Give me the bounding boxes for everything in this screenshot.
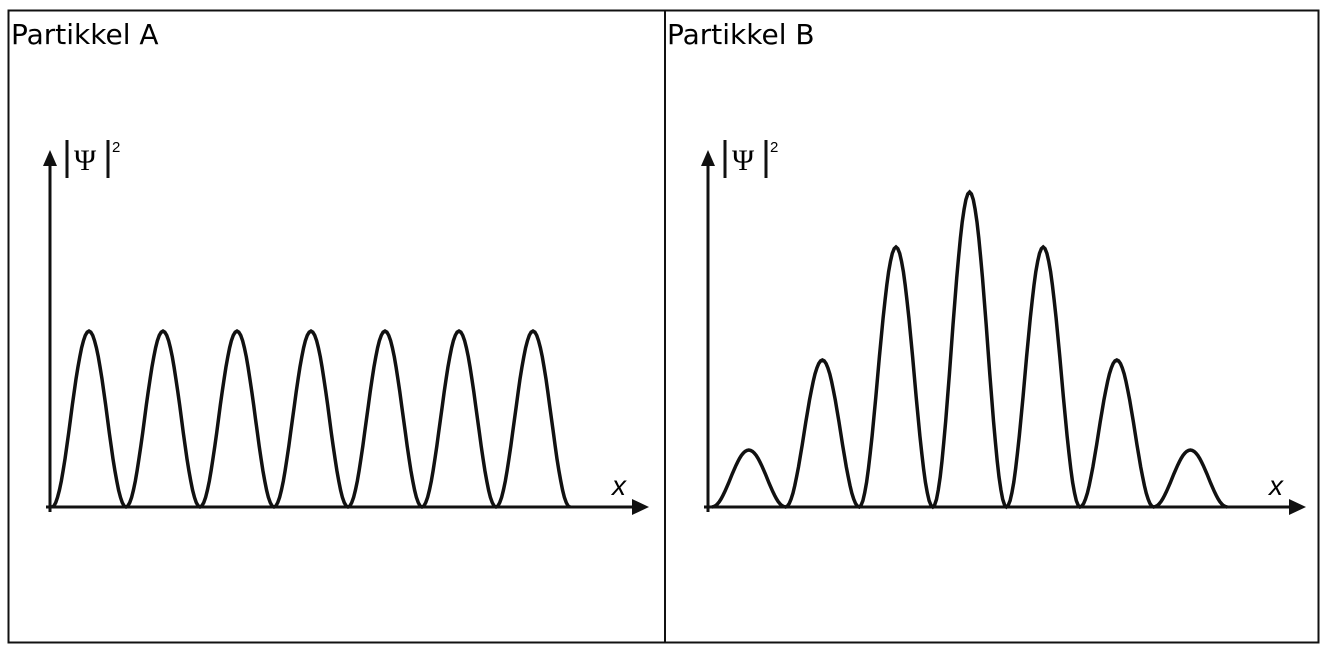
y-label: Ψ bbox=[74, 144, 97, 177]
y-label: Ψ bbox=[732, 144, 755, 177]
y-label-exponent: 2 bbox=[112, 139, 120, 156]
x-arrow bbox=[1289, 499, 1306, 515]
panel-title: Partikkel B bbox=[667, 18, 815, 51]
x-label: x bbox=[610, 470, 627, 501]
y-arrow bbox=[701, 150, 715, 166]
y-arrow bbox=[43, 150, 57, 166]
x-arrow bbox=[632, 499, 649, 515]
probability-curve bbox=[711, 189, 1228, 510]
panel: Partikkel B Ψ 2 x bbox=[667, 18, 1306, 515]
x-label: x bbox=[1267, 470, 1284, 501]
panel: Partikkel A Ψ 2 x bbox=[11, 18, 649, 515]
panel-title: Partikkel A bbox=[11, 18, 159, 51]
table-border bbox=[7, 9, 1320, 644]
y-label-exponent: 2 bbox=[770, 139, 778, 156]
probability-curve bbox=[51, 328, 571, 510]
